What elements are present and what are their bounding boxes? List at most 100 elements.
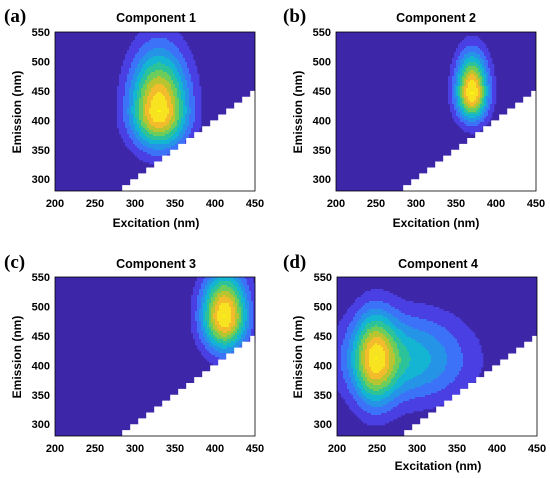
contour-cell [205,283,208,286]
contour-cell [183,134,186,137]
contour-cell [458,120,461,123]
contour-cell [231,293,234,296]
contour-cell [484,44,487,47]
contour-cell [175,144,178,147]
contour-cell [145,54,148,57]
contour-cell [199,116,202,119]
scatter-mask [114,330,259,436]
contour-cell [474,104,477,107]
contour-cell [129,134,132,137]
contour-cell [239,281,242,284]
contour-cell [181,112,184,115]
contour-cell [464,72,467,75]
contour-cell [207,291,210,294]
contour-cell [181,86,184,89]
contour-cell [223,333,226,336]
contour-cell [488,74,491,77]
contour-cell [419,309,422,312]
contour-cell [177,58,180,61]
contour-cell [199,297,202,300]
contour-cell [367,303,370,306]
contour-cell [175,148,178,151]
contour-cell [155,82,158,85]
contour-cell [199,88,202,91]
contour-cell [121,108,124,111]
contour-cell [219,291,222,294]
contour-cell [478,42,481,45]
contour-cell [197,311,200,314]
contour-cell [181,140,184,143]
contour-cell [165,114,168,117]
contour-cell [472,80,475,83]
contour-cell [127,62,130,65]
contour-cell [171,54,174,57]
contour-cell [235,295,238,298]
contour-cell [227,345,230,348]
contour-cell [458,92,461,95]
contour-cell [243,309,246,312]
contour-cell [175,82,178,85]
contour-cell [151,60,154,63]
contour-cell [167,42,170,45]
contour-cell [215,321,218,324]
contour-cell [484,120,487,123]
contour-cell [195,305,198,308]
contour-cell [169,144,172,147]
contour-cell [247,331,250,334]
contour-cell [171,148,174,151]
contour-cell [151,88,154,91]
contour-cell [157,136,160,139]
contour-cell [135,142,138,145]
contour-cell [470,124,473,127]
contour-cell [171,82,174,85]
contour-cell [177,80,180,83]
scatter-mask [395,85,540,191]
contour-cell [405,307,408,310]
contour-cell [462,60,465,63]
contour-cell [135,72,138,75]
contour-cell [223,341,226,344]
contour-cell [482,102,485,105]
contour-cell [151,36,154,39]
contour-cell [480,54,483,57]
contour-cell [211,349,214,352]
contour-cell [476,108,479,111]
contour-cell [205,329,208,332]
contour-cell [135,60,138,63]
contour-cell [139,88,142,91]
contour-cell [367,311,370,314]
contour-cell [197,116,200,119]
contour-cell [121,76,124,79]
contour-cell [245,317,248,320]
contour-cell [492,72,495,75]
contour-cell [482,58,485,61]
contour-cell [187,98,190,101]
contour-cell [385,305,388,308]
contour-cell [492,80,495,83]
contour-cell [157,64,160,67]
contour-cell [189,54,192,57]
contour-cell [125,106,128,109]
contour-cell [131,150,134,153]
contour-cell [229,279,232,282]
contour-cell [135,62,138,65]
contour-cell [239,299,242,302]
contour-cell [179,94,182,97]
contour-cell [191,78,194,81]
contour-cell [169,48,172,51]
contour-cell [480,124,483,127]
contour-cell [219,343,222,346]
contour-cell [127,140,130,143]
contour-cell [478,84,481,87]
contour-cell [243,279,246,282]
contour-cell [135,96,138,99]
contour-cell [141,98,144,101]
contour-cell [161,108,164,111]
contour-cell [197,108,200,111]
contour-cell [474,84,477,87]
contour-cell [171,142,174,145]
contour-cell [490,100,493,103]
contour-cell [161,76,164,79]
contour-cell [193,293,196,296]
contour-cell [163,74,166,77]
